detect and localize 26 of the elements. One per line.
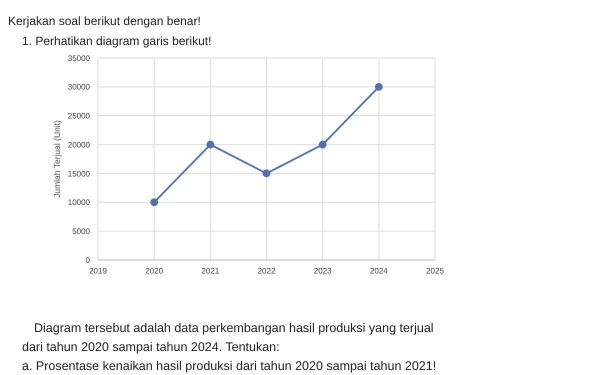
x-tick-label: 2023: [314, 266, 332, 276]
point: [150, 198, 158, 206]
text: a. Prosentase kenaikan hasil produksi dari tahun 2020 sampai tahun 2021!: [22, 359, 436, 373]
y-tick-label: 5000: [72, 226, 91, 236]
text: 1. Perhatikan diagram garis berikut!: [22, 34, 212, 48]
y-tick-label: 0: [86, 256, 91, 265]
x-tick-label: 2019: [89, 266, 108, 276]
text: Diagram tersebut adalah data perkembangan hasil produksi yang terjual: [34, 321, 434, 335]
point: [262, 170, 270, 178]
point: [206, 140, 214, 148]
x-tick-label: 2024: [370, 266, 388, 276]
x-tick-label: 2021: [201, 266, 220, 276]
point: [374, 82, 383, 91]
y-tick-label: 10000: [68, 198, 91, 208]
y-axis-title: Jumlah Terjual (Unit): [52, 120, 62, 198]
y-tick-label: 35000: [68, 54, 91, 63]
y-tick-label: 15000: [68, 169, 91, 178]
point: [318, 140, 327, 148]
y-tick-label: 20000: [68, 140, 91, 150]
y-tick-label: 30000: [68, 82, 91, 92]
text: dari tahun 2020 sampai tahun 2024. Tentukan:: [22, 340, 280, 354]
x-tick-label: 2020: [145, 266, 164, 276]
x-tick-label: 2025: [426, 266, 444, 276]
text: Kerjakan soal berikut dengan benar!: [8, 14, 201, 28]
x-tick-label: 2022: [258, 266, 276, 276]
y-tick-label: 25000: [68, 112, 91, 121]
